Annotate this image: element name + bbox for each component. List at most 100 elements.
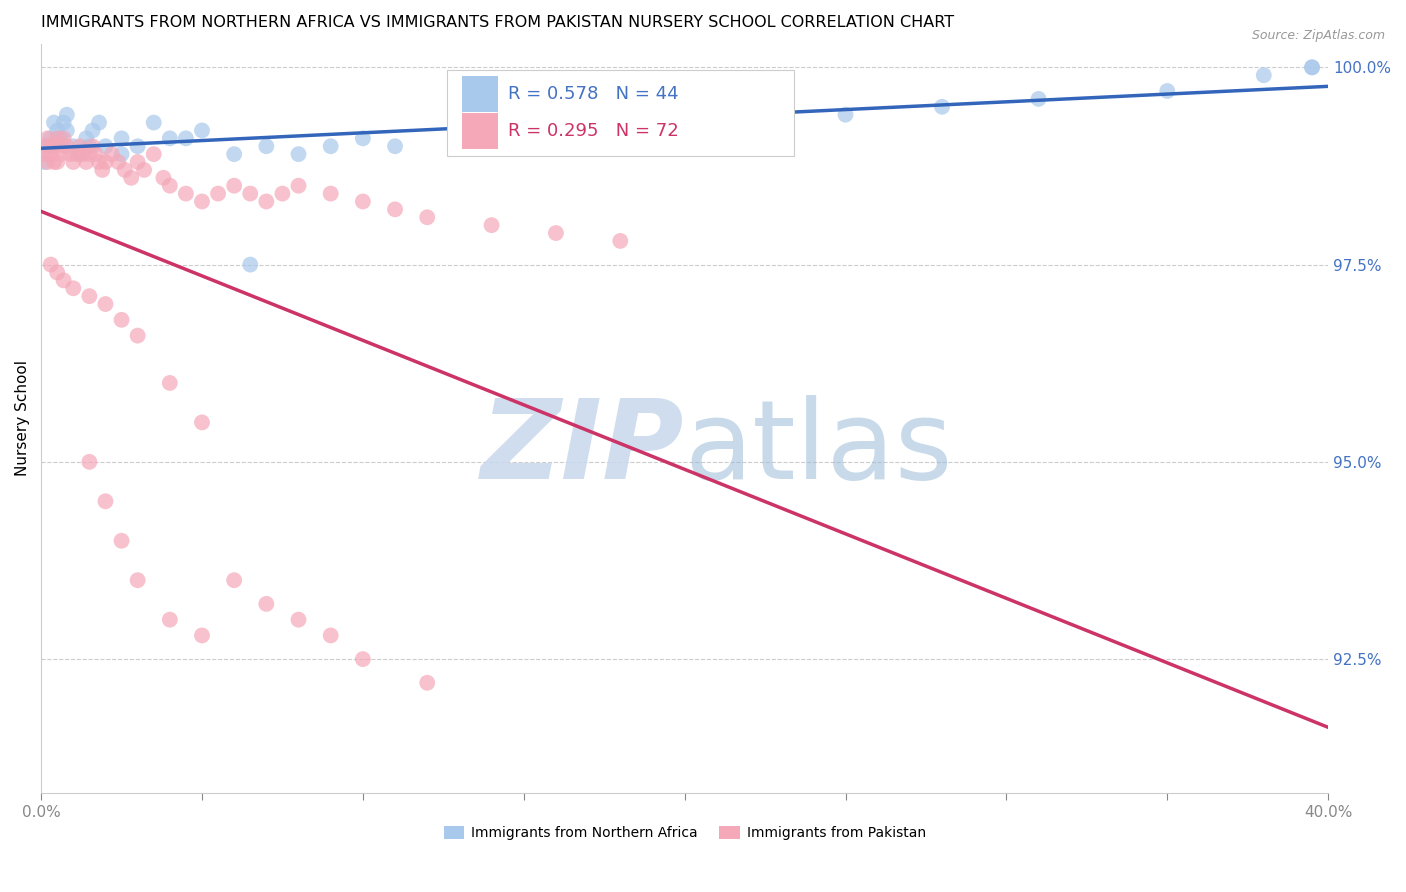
Point [59,147,82,161]
Point [159,131,181,145]
Point [101,147,124,161]
Point [544,226,567,240]
Point [65,147,87,161]
Point [62,281,84,295]
FancyBboxPatch shape [447,70,794,156]
Bar [463,113,498,149]
Point [69,147,91,161]
Point [287,147,309,161]
Point [931,100,953,114]
Point [416,211,439,225]
Point [110,533,132,548]
Point [94,494,117,508]
Point [46,123,69,137]
Point [34,147,56,161]
Point [254,194,277,209]
Point [127,573,149,587]
Point [239,186,262,201]
Legend: Immigrants from Northern Africa, Immigrants from Pakistan: Immigrants from Northern Africa, Immigra… [439,821,931,846]
Point [132,162,155,177]
Point [114,162,136,177]
Point [319,139,342,153]
Point [52,273,75,287]
Point [79,147,101,161]
Point [224,147,246,161]
Point [174,131,197,145]
Point [62,139,84,153]
Point [79,139,101,153]
Point [94,297,117,311]
Point [94,155,117,169]
Point [69,139,91,153]
Point [416,675,439,690]
Point [56,123,79,137]
Point [107,155,129,169]
Point [609,234,631,248]
Point [34,139,56,153]
Point [84,147,107,161]
Point [42,155,65,169]
Bar [463,76,498,112]
Point [287,613,309,627]
Point [191,194,214,209]
Point [87,115,110,129]
Point [46,131,69,145]
Point [207,186,229,201]
Point [39,258,62,272]
Point [52,131,75,145]
Point [49,147,72,161]
Point [352,652,374,666]
Point [319,186,342,201]
Point [127,139,149,153]
Text: atlas: atlas [685,395,953,502]
Point [287,178,309,193]
Point [142,147,165,161]
Point [142,115,165,129]
Point [49,139,72,153]
Point [37,155,59,169]
Point [384,139,406,153]
Point [352,131,374,145]
Point [174,186,197,201]
Point [319,628,342,642]
Point [79,289,101,303]
Point [87,155,110,169]
Point [94,139,117,153]
Point [75,155,97,169]
Text: R = 0.295   N = 72: R = 0.295 N = 72 [509,122,679,140]
Point [641,123,664,137]
Point [1301,60,1323,74]
Point [152,170,174,185]
Point [1301,60,1323,74]
Point [513,131,536,145]
Text: R = 0.578   N = 44: R = 0.578 N = 44 [509,85,679,103]
Point [79,455,101,469]
Point [62,155,84,169]
Point [159,376,181,390]
Point [738,115,761,129]
Point [191,628,214,642]
Point [42,139,65,153]
Point [42,115,65,129]
Point [72,147,94,161]
Point [1028,92,1050,106]
Point [82,139,104,153]
Point [82,123,104,137]
Point [271,186,294,201]
Point [49,131,72,145]
Point [352,194,374,209]
Point [56,108,79,122]
Point [39,139,62,153]
Point [37,139,59,153]
Point [37,131,59,145]
Point [39,131,62,145]
Point [120,170,142,185]
Point [75,131,97,145]
Text: IMMIGRANTS FROM NORTHERN AFRICA VS IMMIGRANTS FROM PAKISTAN NURSERY SCHOOL CORRE: IMMIGRANTS FROM NORTHERN AFRICA VS IMMIG… [41,15,955,30]
Text: Source: ZipAtlas.com: Source: ZipAtlas.com [1251,29,1385,42]
Point [224,573,246,587]
Point [834,108,856,122]
Point [56,139,79,153]
Point [254,597,277,611]
Point [34,155,56,169]
